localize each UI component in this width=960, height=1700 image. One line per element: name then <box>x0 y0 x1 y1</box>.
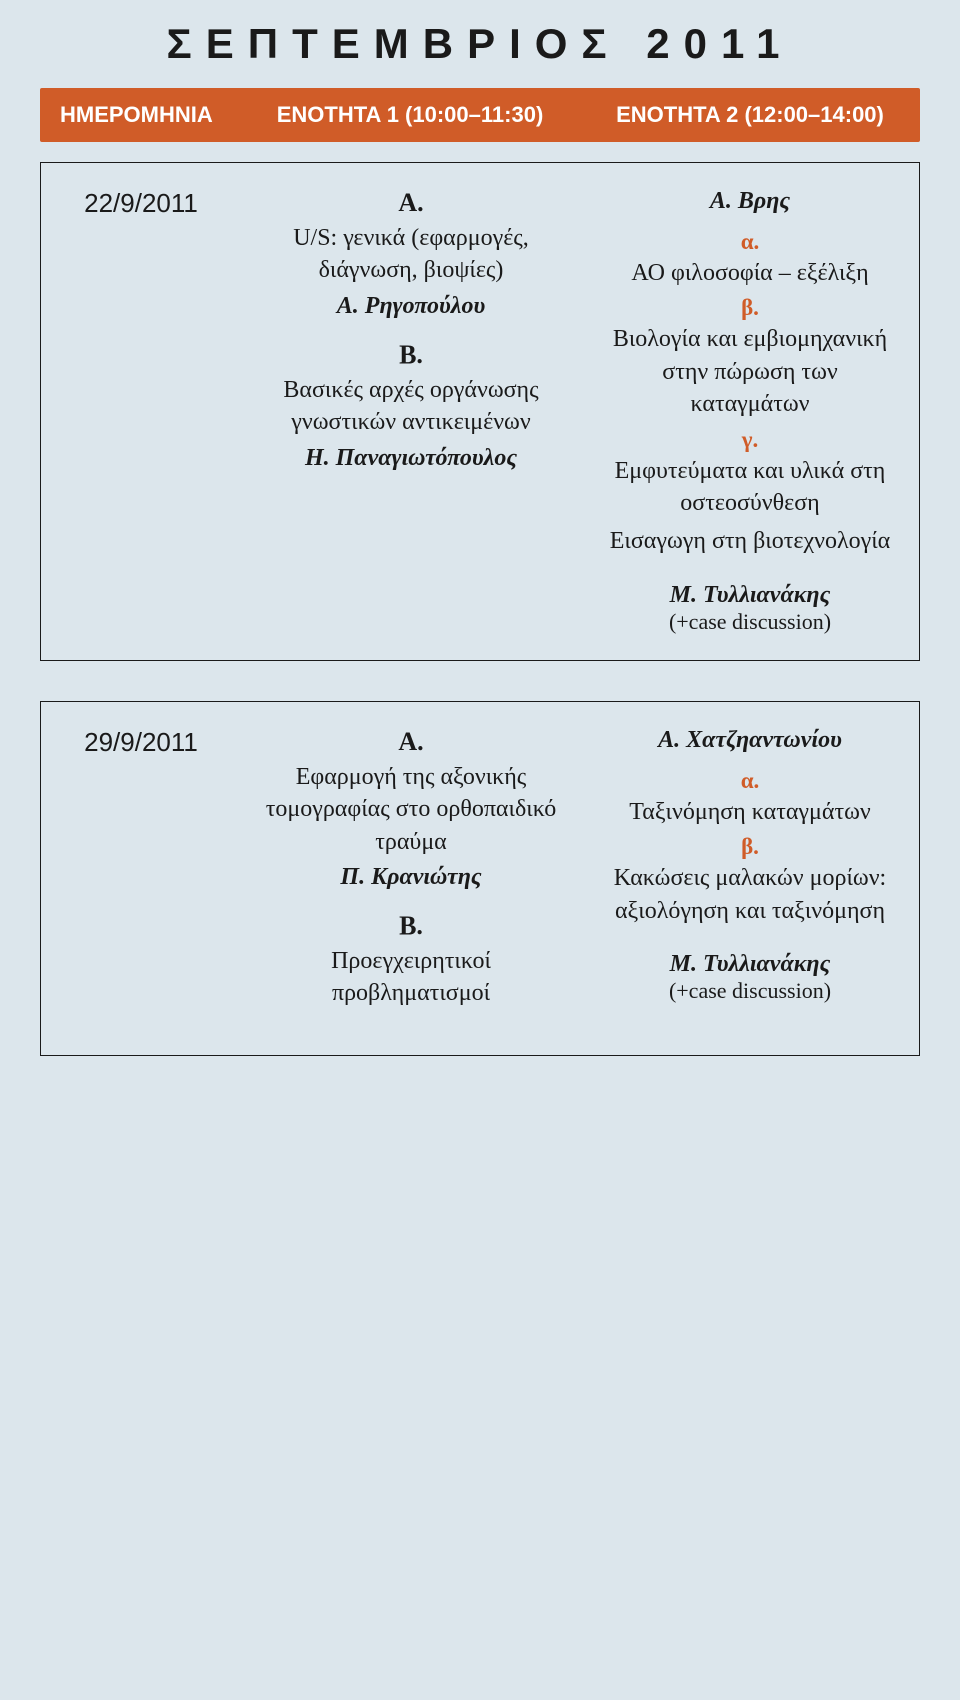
extra-text: Εισαγωγη στη βιοτεχνολογία <box>601 525 899 557</box>
sub-letter: γ. <box>601 427 899 453</box>
table-row: 22/9/2011 Α. U/S: γενικά (εφαρμογές, διά… <box>40 162 920 661</box>
sub-text: Εμφυτεύματα και υλικά στη οστεοσύνθεση <box>601 455 899 520</box>
presenter-top: Α. Βρης <box>601 188 899 215</box>
block-letter: Β. <box>261 340 561 370</box>
sub-item: α. ΑΟ φιλοσοφία – εξέλιξη <box>601 229 899 289</box>
cell-section1: Α. U/S: γενικά (εφαρμογές, διάγνωση, βιο… <box>241 163 581 660</box>
case-discussion: (+case discussion) <box>601 609 899 635</box>
sub-letter: β. <box>601 295 899 321</box>
final-block: Μ. Τυλλιανάκης (+case discussion) <box>601 951 899 1004</box>
final-presenter: Μ. Τυλλιανάκης <box>601 582 899 609</box>
block-letter: Α. <box>261 188 561 218</box>
sub-letter: α. <box>601 229 899 255</box>
block-text: Βασικές αρχές οργάνωσης γνωστικών αντικε… <box>261 374 561 439</box>
cell-section1: Α. Εφαρμογή της αξονικής τομογραφίας στο… <box>241 702 581 1055</box>
sub-text: Βιολογία και εμβιομηχανική στην πώρωση τ… <box>601 323 899 420</box>
sub-letter: β. <box>601 834 899 860</box>
final-block: Μ. Τυλλιανάκης (+case discussion) <box>601 582 899 635</box>
block-presenter: Α. Ρηγοπούλου <box>261 293 561 320</box>
block: Α. U/S: γενικά (εφαρμογές, διάγνωση, βιο… <box>261 188 561 320</box>
cell-date: 29/9/2011 <box>41 702 241 1055</box>
header-section2: ENOTHTA 2 (12:00–14:00) <box>580 102 920 128</box>
cell-section2: Α. Χατζηαντωνίου α. Ταξινόμηση καταγμάτω… <box>581 702 919 1055</box>
sub-item: β. Βιολογία και εμβιομηχανική στην πώρωσ… <box>601 295 899 420</box>
block-text: Προεγχειρητικοί προβληματισμοί <box>261 945 561 1010</box>
sub-text: Κακώσεις μαλακών μορίων: αξιολόγηση και … <box>601 862 899 927</box>
sub-text: ΑΟ φιλοσοφία – εξέλιξη <box>601 257 899 289</box>
block: Α. Εφαρμογή της αξονικής τομογραφίας στο… <box>261 727 561 891</box>
block: Β. Προεγχειρητικοί προβληματισμοί <box>261 911 561 1010</box>
page-title: ΣΕΠΤΕΜΒΡΙΟΣ 2011 <box>40 20 920 68</box>
header-section1: ENOTHTA 1 (10:00–11:30) <box>240 102 580 128</box>
block-letter: Α. <box>261 727 561 757</box>
presenter-top: Α. Χατζηαντωνίου <box>601 727 899 754</box>
block-presenter: Π. Κρανιώτης <box>261 864 561 891</box>
table-row: 29/9/2011 Α. Εφαρμογή της αξονικής τομογ… <box>40 701 920 1056</box>
sub-text: Ταξινόμηση καταγμάτων <box>601 796 899 828</box>
sub-item: β. Κακώσεις μαλακών μορίων: αξιολόγηση κ… <box>601 834 899 927</box>
block-text: U/S: γενικά (εφαρμογές, διάγνωση, βιοψίε… <box>261 222 561 287</box>
block-letter: Β. <box>261 911 561 941</box>
cell-section2: Α. Βρης α. ΑΟ φιλοσοφία – εξέλιξη β. Βιο… <box>581 163 919 660</box>
sub-item: α. Ταξινόμηση καταγμάτων <box>601 768 899 828</box>
block: Β. Βασικές αρχές οργάνωσης γνωστικών αντ… <box>261 340 561 472</box>
table-header: HMEPOMHNIA ENOTHTA 1 (10:00–11:30) ENOTH… <box>40 88 920 142</box>
case-discussion: (+case discussion) <box>601 978 899 1004</box>
sub-item: γ. Εμφυτεύματα και υλικά στη οστεοσύνθεσ… <box>601 427 899 520</box>
cell-date: 22/9/2011 <box>41 163 241 660</box>
final-presenter: Μ. Τυλλιανάκης <box>601 951 899 978</box>
sub-letter: α. <box>601 768 899 794</box>
block-presenter: Η. Παναγιωτόπουλος <box>261 445 561 472</box>
block-text: Εφαρμογή της αξονικής τομογραφίας στο ορ… <box>261 761 561 858</box>
header-date: HMEPOMHNIA <box>40 102 240 128</box>
